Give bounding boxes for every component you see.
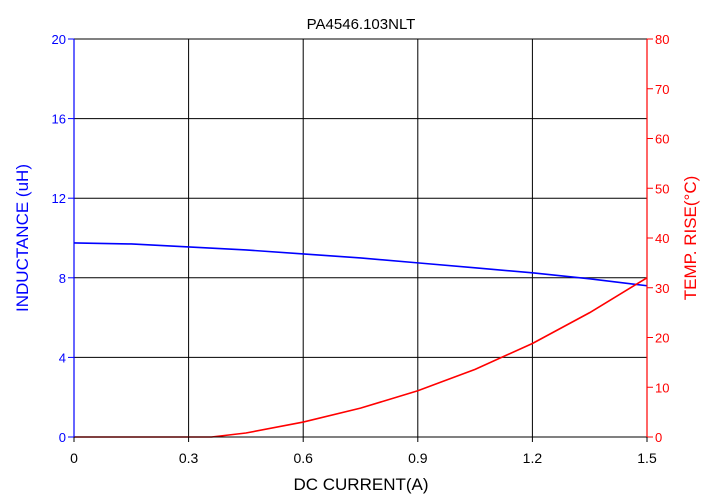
y-right-tick-label: 40 [655,231,669,246]
x-tick-label: 1.2 [523,450,543,466]
y-left-tick-label: 0 [59,430,66,445]
y-right-tick-label: 80 [655,32,669,47]
y-right-tick-label: 0 [655,430,662,445]
grid [74,39,647,437]
y-right-tick-label: 30 [655,281,669,296]
x-axis-label: DC CURRENT(A) [293,475,428,494]
y-left-tick-label: 12 [52,191,66,206]
x-tick-label: 0.6 [293,450,313,466]
y-right-axis-label: TEMP. RISE(°C) [681,176,700,301]
plot-frame [73,38,648,438]
y-right-tick-label: 60 [655,132,669,147]
left-axis: 0 4 8 12 16 20 [52,32,74,445]
x-tick-label: 0.3 [179,450,199,466]
y-left-tick-label: 8 [59,271,66,286]
inductance-series-line [73,242,648,287]
y-right-tick-label: 70 [655,82,669,97]
y-left-tick-label: 20 [52,32,66,47]
y-right-tick-label: 20 [655,331,669,346]
chart-title: PA4546.103NLT [307,16,416,33]
x-axis: 0 0.3 0.6 0.9 1.2 1.5 [70,437,657,466]
right-axis: 0 10 20 30 40 50 60 70 80 [647,32,669,445]
x-tick-label: 0 [70,450,78,466]
x-tick-label: 1.5 [637,450,657,466]
y-left-tick-label: 16 [52,112,66,127]
y-left-tick-label: 4 [59,350,66,365]
x-tick-label: 0.9 [408,450,428,466]
y-right-tick-label: 10 [655,380,669,395]
y-left-axis-label: INDUCTANCE (uH) [13,164,32,312]
y-right-tick-label: 50 [655,181,669,196]
series-layer [73,242,648,438]
